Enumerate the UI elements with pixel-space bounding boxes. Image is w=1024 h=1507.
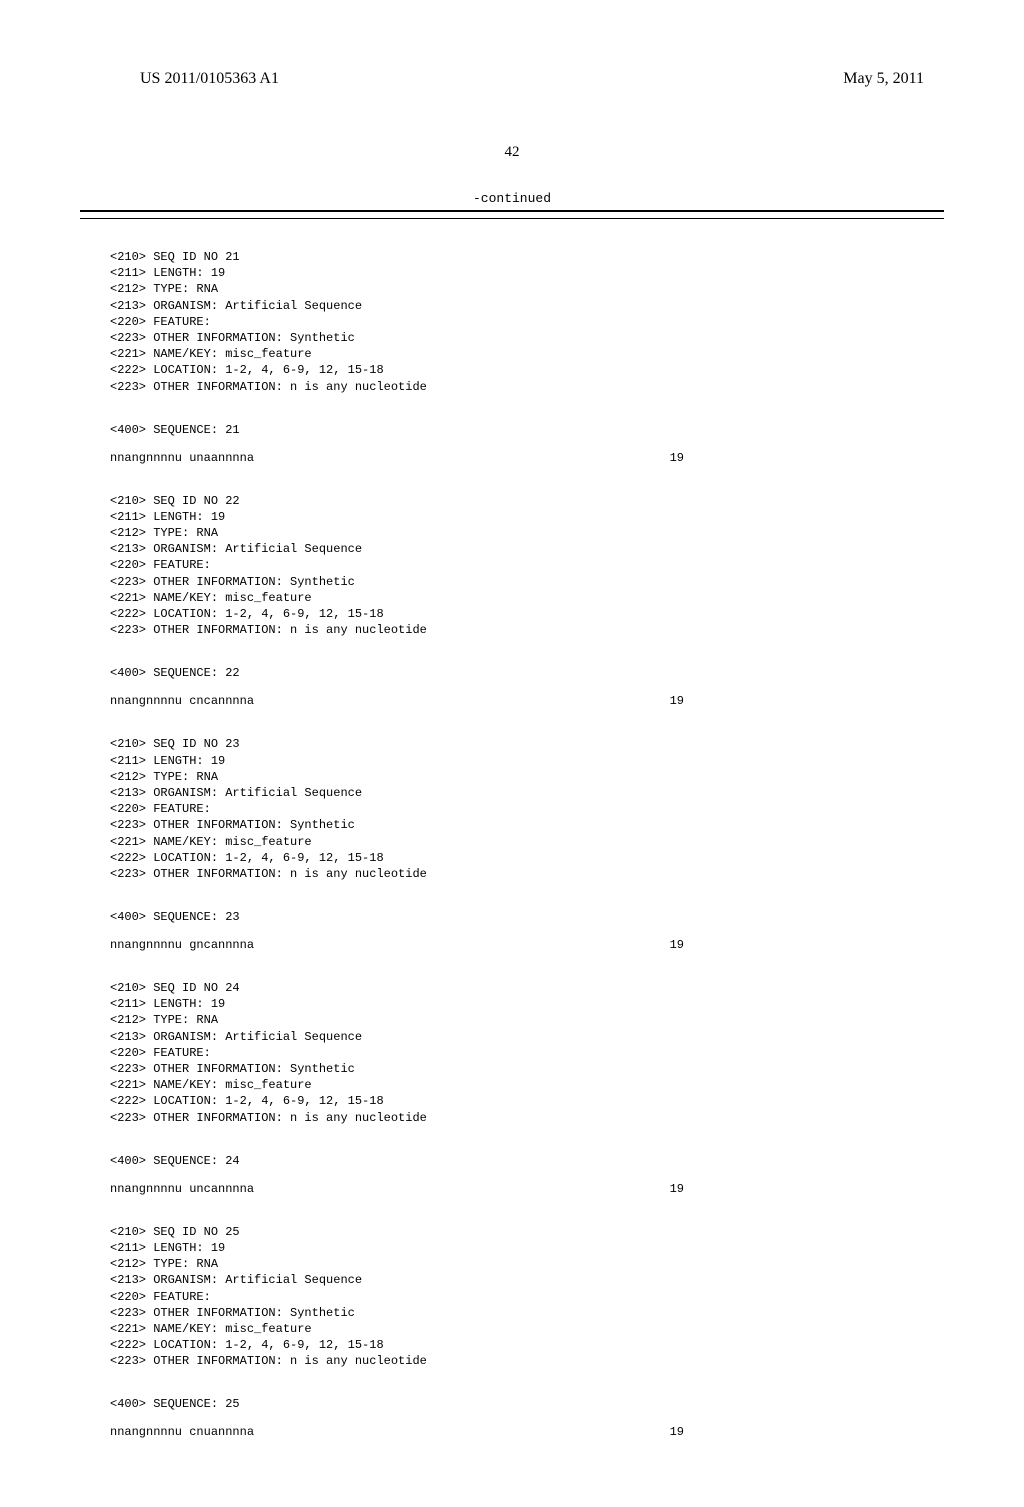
sequence-entry: <210> SEQ ID NO 24 <211> LENGTH: 19 <212…: [80, 980, 944, 1196]
sequence-text: nnangnnnnu uncannnna: [110, 1182, 254, 1196]
sequence-line: nnangnnnnu unaannnna 19: [80, 451, 944, 465]
sequence-line: nnangnnnnu gncannnna 19: [80, 938, 944, 952]
sequence-text: nnangnnnnu unaannnna: [110, 451, 254, 465]
sequence-listing: <210> SEQ ID NO 21 <211> LENGTH: 19 <212…: [80, 249, 944, 1439]
sequence-label: <400> SEQUENCE: 23: [80, 910, 944, 924]
sequence-length: 19: [670, 938, 684, 952]
sequence-entry: <210> SEQ ID NO 21 <211> LENGTH: 19 <212…: [80, 249, 944, 465]
sequence-label: <400> SEQUENCE: 24: [80, 1154, 944, 1168]
sequence-meta: <210> SEQ ID NO 24 <211> LENGTH: 19 <212…: [80, 980, 944, 1126]
page-header: US 2011/0105363 A1 May 5, 2011: [80, 70, 944, 110]
sequence-meta: <210> SEQ ID NO 25 <211> LENGTH: 19 <212…: [80, 1224, 944, 1370]
sequence-entry: <210> SEQ ID NO 25 <211> LENGTH: 19 <212…: [80, 1224, 944, 1440]
sequence-line: nnangnnnnu cnuannnna 19: [80, 1425, 944, 1439]
mid-rule: [80, 218, 944, 219]
sequence-text: nnangnnnnu cnuannnna: [110, 1425, 254, 1439]
sequence-text: nnangnnnnu cncannnna: [110, 694, 254, 708]
sequence-line: nnangnnnnu uncannnna 19: [80, 1182, 944, 1196]
sequence-length: 19: [670, 451, 684, 465]
sequence-text: nnangnnnnu gncannnna: [110, 938, 254, 952]
sequence-length: 19: [670, 694, 684, 708]
top-rule: [80, 210, 944, 212]
publication-date: May 5, 2011: [843, 70, 924, 88]
sequence-label: <400> SEQUENCE: 25: [80, 1397, 944, 1411]
sequence-length: 19: [670, 1425, 684, 1439]
sequence-meta: <210> SEQ ID NO 22 <211> LENGTH: 19 <212…: [80, 493, 944, 639]
sequence-label: <400> SEQUENCE: 22: [80, 666, 944, 680]
page-number: 42: [80, 144, 944, 161]
sequence-meta: <210> SEQ ID NO 23 <211> LENGTH: 19 <212…: [80, 736, 944, 882]
sequence-line: nnangnnnnu cncannnna 19: [80, 694, 944, 708]
sequence-entry: <210> SEQ ID NO 22 <211> LENGTH: 19 <212…: [80, 493, 944, 709]
sequence-label: <400> SEQUENCE: 21: [80, 423, 944, 437]
continued-label: -continued: [80, 191, 944, 206]
publication-number: US 2011/0105363 A1: [140, 70, 279, 88]
sequence-meta: <210> SEQ ID NO 21 <211> LENGTH: 19 <212…: [80, 249, 944, 395]
sequence-length: 19: [670, 1182, 684, 1196]
sequence-entry: <210> SEQ ID NO 23 <211> LENGTH: 19 <212…: [80, 736, 944, 952]
